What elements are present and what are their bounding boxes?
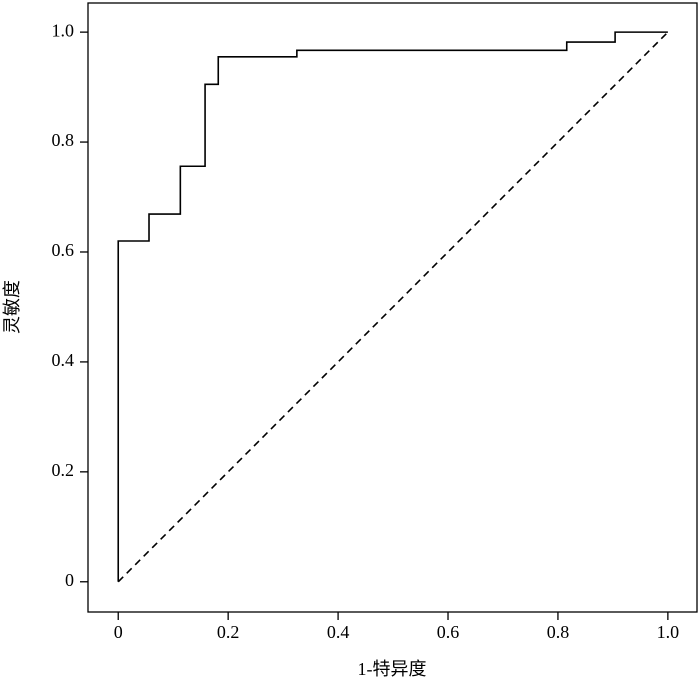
y-tick-label: 1.0 (52, 20, 75, 40)
y-axis-label: 灵敏度 (2, 280, 22, 334)
plot-frame (87, 2, 698, 613)
y-tick-label: 0 (65, 570, 74, 590)
x-tick-label: 0.2 (217, 622, 240, 642)
x-tick-label: 0.4 (327, 622, 350, 642)
roc-curve (117, 31, 668, 582)
x-tick-label: 0 (114, 622, 123, 642)
x-tick-label: 1.0 (657, 622, 680, 642)
reference-line (117, 31, 669, 583)
y-tick-label: 0.6 (52, 240, 75, 260)
y-tick-label: 0.8 (52, 130, 75, 150)
x-tick-label: 0.6 (437, 622, 460, 642)
y-tick-label: 0.4 (52, 350, 75, 370)
x-axis-label: 1-特异度 (358, 659, 427, 679)
x-tick-label: 0.8 (547, 622, 570, 642)
y-tick-label: 0.2 (52, 460, 75, 480)
